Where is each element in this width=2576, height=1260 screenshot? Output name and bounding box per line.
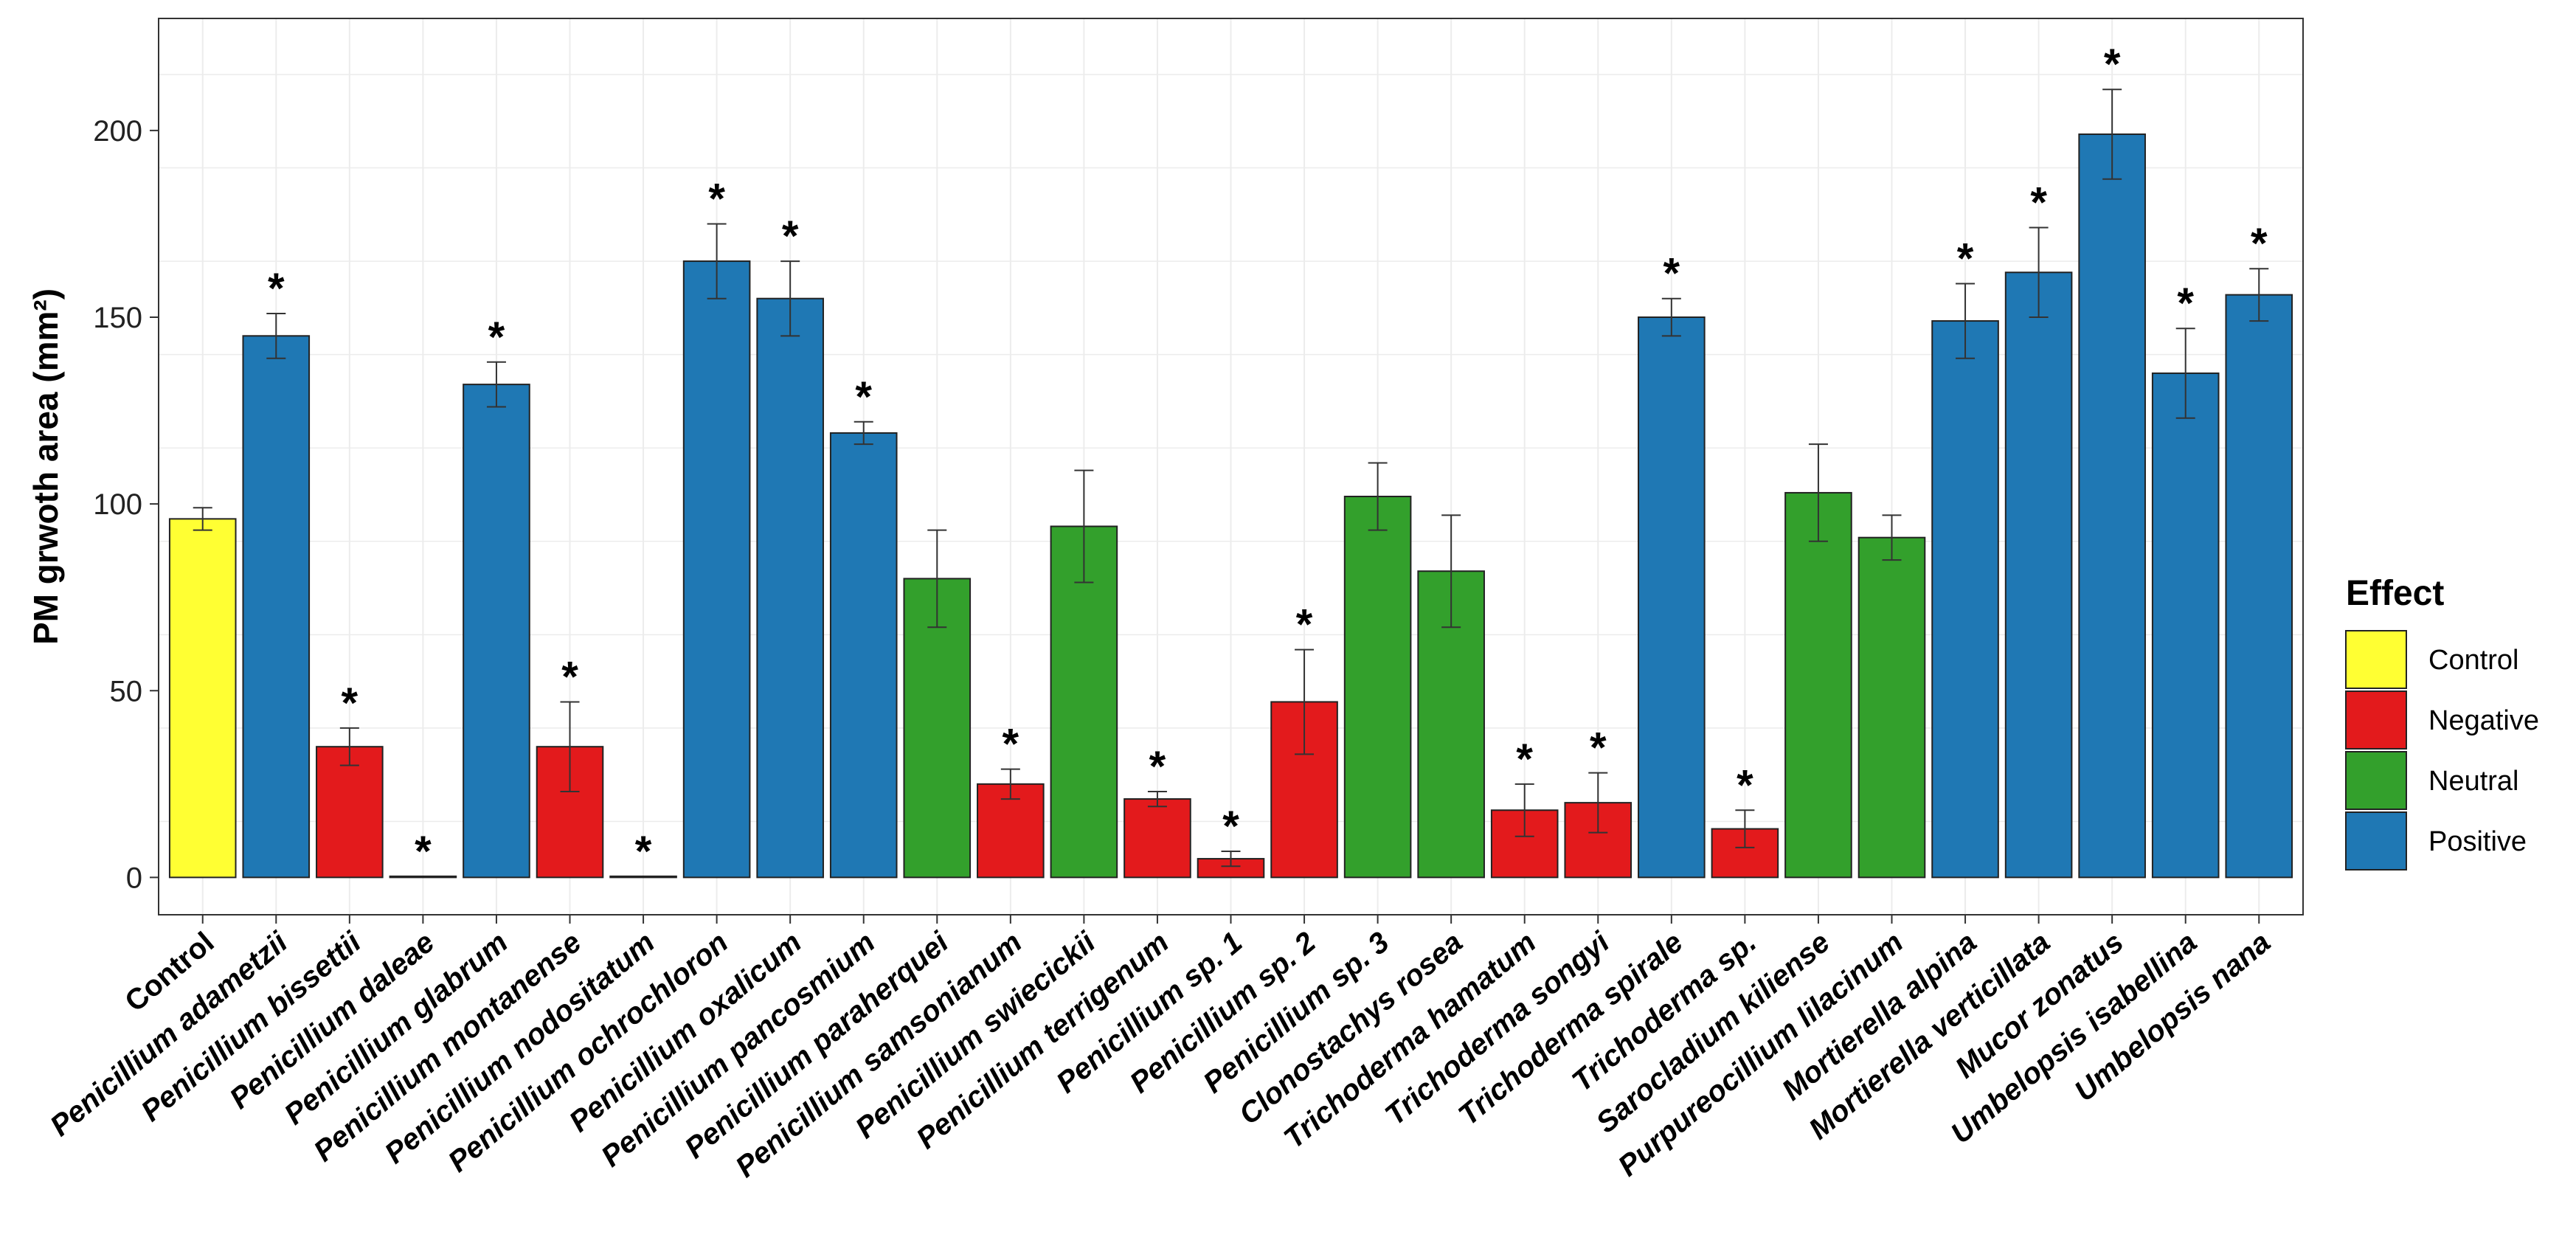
significance-marker: * — [1957, 235, 1974, 283]
bar — [1343, 496, 1412, 879]
legend-title: Effect — [2346, 574, 2444, 613]
legend-key — [2345, 690, 2407, 750]
legend-key — [2345, 630, 2407, 689]
bar — [2151, 372, 2220, 879]
bar — [168, 518, 237, 879]
bar — [1638, 316, 1706, 879]
significance-marker: * — [1737, 761, 1753, 809]
legend-label: Neutral — [2428, 766, 2519, 797]
significance-marker: * — [2030, 179, 2047, 227]
bar — [1270, 701, 1338, 879]
significance-marker: * — [2104, 41, 2121, 89]
bar — [2225, 294, 2293, 879]
bar — [682, 260, 751, 879]
legend-label: Positive — [2428, 826, 2527, 857]
bar — [242, 335, 311, 879]
significance-marker: * — [2177, 280, 2194, 328]
legend-key — [2345, 751, 2407, 810]
bar — [829, 432, 898, 879]
bars — [168, 133, 2293, 879]
significance-marker: * — [561, 653, 578, 701]
legend-key — [2345, 811, 2407, 870]
bar — [756, 297, 824, 879]
bar — [389, 875, 457, 879]
significance-marker: * — [1222, 803, 1239, 851]
significance-marker: * — [2251, 220, 2268, 268]
bar — [1784, 491, 1852, 879]
significance-marker: * — [268, 265, 285, 313]
significance-marker: * — [708, 175, 725, 223]
significance-marker: * — [1590, 724, 1607, 772]
significance-marker: * — [488, 314, 505, 361]
bar — [903, 578, 972, 879]
significance-marker: * — [342, 679, 359, 727]
legend-label: Control — [2428, 645, 2519, 676]
error-bars — [193, 89, 2269, 868]
y-tick-label: 100 — [93, 488, 142, 521]
legend-label: Negative — [2428, 705, 2539, 736]
significance-marker: * — [782, 212, 799, 260]
significance-marker: * — [1516, 735, 1533, 783]
y-tick-label: 0 — [126, 862, 142, 894]
y-tick-label: 150 — [93, 302, 142, 334]
significance-marker: * — [1003, 721, 1019, 769]
bar — [1857, 536, 1926, 879]
significance-markers: * * * * * * * * * * * * * * * * * * * * * * — [268, 41, 2268, 876]
significance-marker: * — [1149, 743, 1166, 791]
significance-marker: * — [1663, 250, 1680, 298]
significance-marker: * — [635, 828, 652, 876]
bar — [2078, 133, 2146, 879]
y-tick-label: 200 — [93, 115, 142, 148]
y-axis-title: PM grwoth area (mm²) — [27, 288, 65, 645]
significance-marker: * — [415, 828, 432, 876]
bar — [1050, 525, 1118, 879]
y-axis: 0 50 100 150 200 — [93, 115, 159, 894]
bar — [316, 746, 384, 879]
significance-marker: * — [1296, 601, 1313, 649]
bar — [609, 875, 677, 879]
bar — [2004, 271, 2073, 879]
bar — [1931, 320, 1999, 879]
legend: Effect Control Negative Neutral Positive — [2345, 574, 2539, 870]
bar — [463, 384, 530, 879]
bar — [1123, 798, 1191, 879]
significance-marker: * — [855, 373, 872, 421]
y-tick-label: 50 — [110, 675, 143, 707]
